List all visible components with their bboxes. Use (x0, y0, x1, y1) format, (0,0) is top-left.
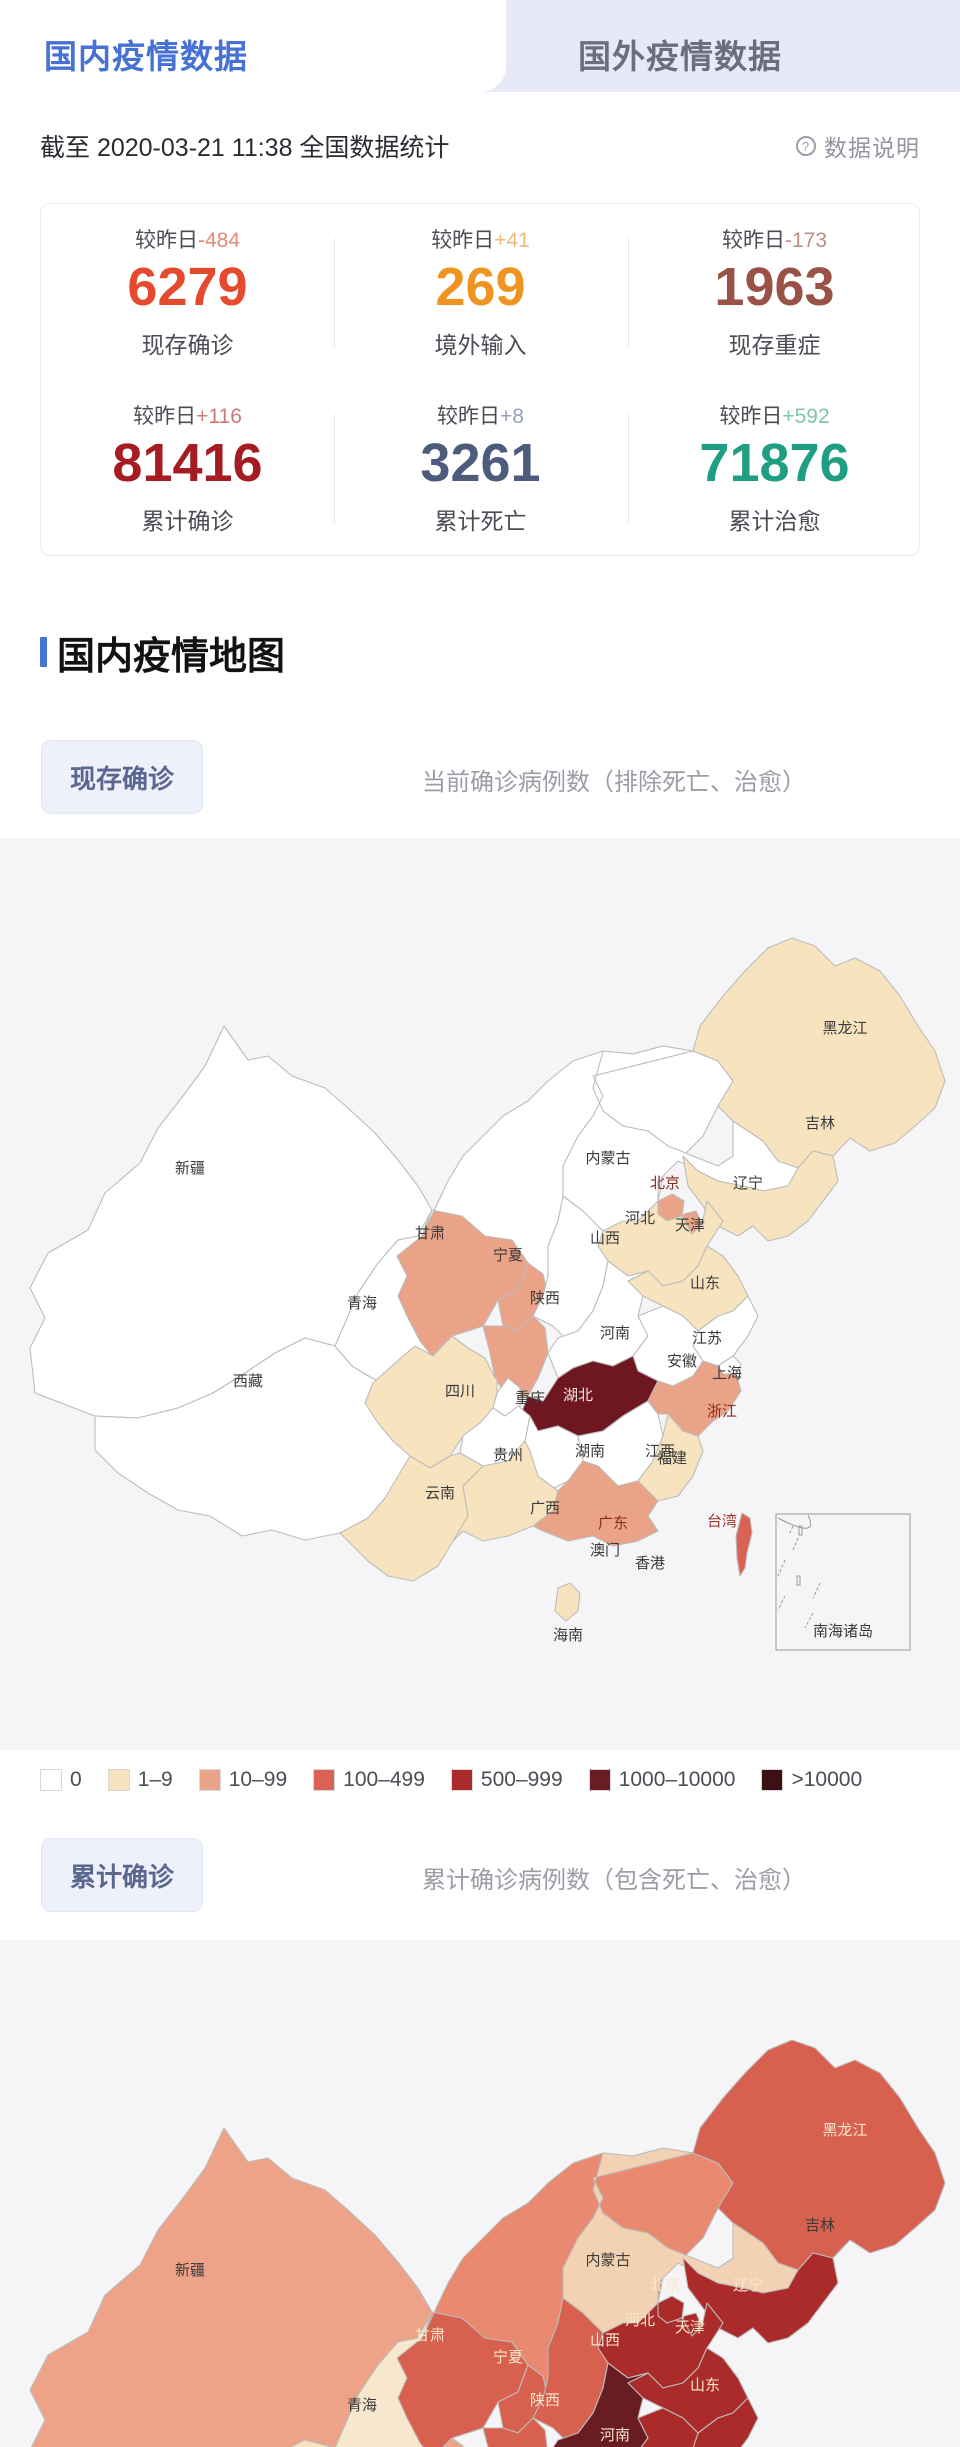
svg-text:陕西: 陕西 (530, 1290, 560, 1307)
svg-text:香港: 香港 (635, 1555, 665, 1572)
svg-text:吉林: 吉林 (805, 1115, 835, 1132)
svg-text:河南: 河南 (600, 1325, 630, 1342)
svg-text:宁夏: 宁夏 (493, 1247, 523, 1264)
svg-text:南海诸岛: 南海诸岛 (813, 1623, 873, 1640)
svg-text:海南: 海南 (553, 1627, 583, 1644)
svg-text:内蒙古: 内蒙古 (585, 1150, 630, 1167)
svg-text:辽宁: 辽宁 (733, 2277, 763, 2294)
svg-text:内蒙古: 内蒙古 (585, 2252, 630, 2269)
svg-text:广东: 广东 (598, 1515, 628, 1532)
svg-text:北京: 北京 (650, 2277, 680, 2294)
svg-text:黑龙江: 黑龙江 (822, 2122, 867, 2139)
svg-text:福建: 福建 (657, 1450, 687, 1467)
svg-text:北京: 北京 (650, 1175, 680, 1192)
svg-text:辽宁: 辽宁 (733, 1175, 763, 1192)
svg-text:安徽: 安徽 (667, 1353, 697, 1370)
svg-text:天津: 天津 (675, 2319, 705, 2336)
svg-text:重庆: 重庆 (515, 1390, 545, 1407)
svg-text:西藏: 西藏 (233, 1373, 263, 1390)
svg-text:新疆: 新疆 (175, 1160, 205, 1177)
svg-text:陕西: 陕西 (530, 2392, 560, 2409)
svg-text:广西: 广西 (530, 1500, 560, 1517)
svg-text:甘肃: 甘肃 (415, 1225, 445, 1242)
svg-text:山西: 山西 (590, 1230, 620, 1247)
svg-text:新疆: 新疆 (175, 2262, 205, 2279)
svg-text:山东: 山东 (690, 1275, 720, 1292)
svg-text:河北: 河北 (625, 1210, 655, 1227)
svg-text:贵州: 贵州 (493, 1447, 523, 1464)
svg-text:青海: 青海 (347, 2397, 377, 2414)
svg-text:河北: 河北 (625, 2312, 655, 2329)
svg-text:河南: 河南 (600, 2427, 630, 2444)
svg-text:湖北: 湖北 (563, 1387, 593, 1404)
svg-text:台湾: 台湾 (707, 1513, 737, 1530)
svg-text:上海: 上海 (712, 1365, 742, 1382)
svg-text:甘肃: 甘肃 (415, 2327, 445, 2344)
svg-text:湖南: 湖南 (575, 1443, 605, 1460)
svg-text:青海: 青海 (347, 1295, 377, 1312)
svg-text:天津: 天津 (675, 1217, 705, 1234)
svg-text:澳门: 澳门 (590, 1542, 620, 1559)
svg-text:山西: 山西 (590, 2332, 620, 2349)
svg-text:黑龙江: 黑龙江 (822, 1020, 867, 1037)
svg-text:云南: 云南 (425, 1485, 455, 1502)
svg-text:宁夏: 宁夏 (493, 2349, 523, 2366)
svg-text:浙江: 浙江 (707, 1403, 737, 1420)
svg-text:江苏: 江苏 (692, 1330, 722, 1347)
svg-text:吉林: 吉林 (805, 2217, 835, 2234)
svg-text:四川: 四川 (445, 1383, 475, 1400)
svg-text:山东: 山东 (690, 2377, 720, 2394)
